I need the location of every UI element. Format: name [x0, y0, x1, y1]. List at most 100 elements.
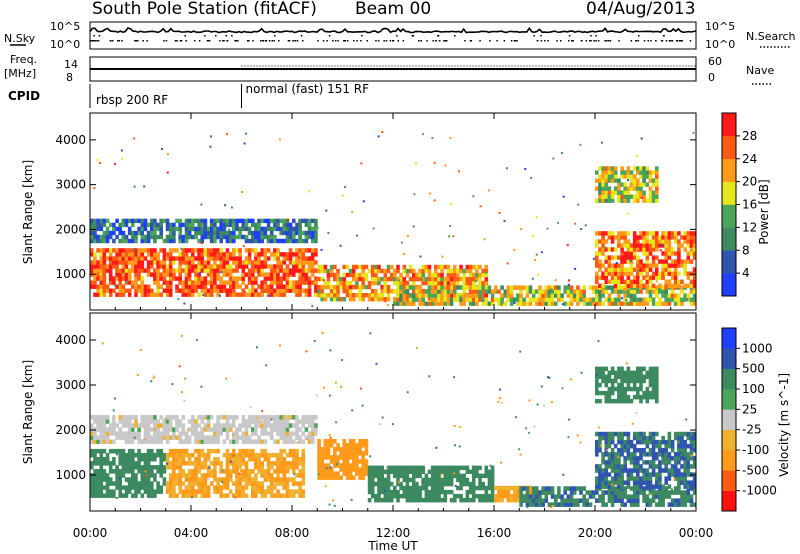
heatmap-cell — [146, 481, 151, 486]
heatmap-cell — [194, 272, 198, 277]
heatmap-cell — [96, 222, 100, 228]
heatmap-cell — [449, 469, 454, 474]
heatmap-cell — [377, 497, 381, 503]
scatter-echo — [605, 191, 608, 194]
heatmap-cell — [348, 289, 353, 294]
heatmap-cell — [90, 222, 94, 228]
heatmap-cell — [490, 481, 495, 487]
heatmap-cell — [172, 268, 176, 273]
heatmap-cell — [576, 301, 580, 306]
heatmap-cell — [219, 218, 223, 224]
heatmap-cell — [462, 293, 466, 298]
heatmap-cell — [276, 276, 280, 281]
heatmap-cell — [636, 259, 640, 264]
heatmap-cell — [225, 222, 230, 228]
heatmap-cell — [471, 276, 476, 282]
heatmap-cell — [269, 280, 274, 285]
scatter-echo — [537, 273, 540, 276]
heatmap-cell — [288, 222, 293, 228]
heatmap-cell — [187, 272, 192, 277]
heatmap-cell — [96, 415, 100, 420]
heatmap-cell — [402, 268, 407, 274]
heatmap-cell — [601, 435, 605, 441]
heatmap-cell — [386, 297, 391, 302]
heatmap-cell — [598, 480, 602, 485]
heatmap-cell — [484, 289, 489, 294]
heatmap-cell — [127, 465, 132, 470]
heatmap-cell — [140, 465, 145, 470]
heatmap-cell — [636, 390, 640, 396]
heatmap-cell — [670, 498, 675, 503]
heatmap-cell — [260, 481, 264, 486]
heatmap-cell — [610, 490, 615, 495]
heatmap-cell — [636, 263, 640, 268]
heatmap-cell — [358, 471, 362, 476]
heatmap-cell — [203, 252, 208, 257]
heatmap-cell — [235, 248, 239, 253]
heatmap-cell — [399, 301, 403, 306]
heatmap-cell — [453, 272, 457, 278]
heatmap-cell — [471, 264, 476, 270]
heatmap-cell — [367, 473, 372, 479]
scatter-echo — [406, 391, 409, 394]
heatmap-cell — [613, 235, 618, 240]
heatmap-cell — [475, 285, 479, 290]
heatmap-cell — [651, 498, 656, 503]
heatmap-cell — [105, 238, 110, 244]
heatmap-cell — [203, 230, 208, 236]
heatmap-cell — [232, 252, 236, 257]
scatter-echo — [550, 401, 553, 403]
scatter-echo — [143, 438, 146, 441]
heatmap-cell — [165, 481, 170, 486]
noise-search-dot — [234, 40, 237, 42]
heatmap-cell — [146, 238, 151, 244]
scatter-echo — [479, 205, 482, 208]
heatmap-cell — [610, 452, 615, 457]
heatmap-cell — [93, 489, 97, 494]
heatmap-cell — [497, 485, 501, 491]
heatmap-cell — [232, 260, 236, 265]
scatter-echo — [435, 446, 438, 449]
heatmap-cell — [655, 285, 659, 290]
heatmap-cell — [121, 248, 126, 253]
heatmap-cell — [437, 293, 441, 298]
heatmap-cell — [219, 415, 223, 420]
heatmap-cell — [285, 234, 290, 240]
heatmap-cell — [137, 427, 141, 432]
heatmap-cell — [456, 293, 460, 298]
heatmap-cell — [137, 465, 141, 470]
heatmap-cell — [557, 289, 561, 294]
heatmap-cell — [629, 456, 634, 461]
heatmap-cell — [99, 260, 104, 265]
heatmap-cell — [424, 280, 429, 286]
heatmap-cell — [232, 493, 236, 498]
heatmap-cell — [692, 247, 696, 252]
heatmap-cell — [396, 465, 400, 471]
scatter-echo — [679, 431, 682, 434]
heatmap-cell — [528, 489, 533, 495]
heatmap-cell — [547, 486, 552, 491]
heatmap-cell — [620, 174, 624, 179]
heatmap-cell — [604, 460, 609, 465]
heatmap-cell — [213, 222, 217, 228]
heatmap-cell — [405, 297, 410, 302]
heatmap-cell — [244, 234, 249, 240]
heatmap-cell — [677, 239, 681, 244]
heatmap-cell — [326, 280, 331, 286]
scatter-echo — [378, 423, 381, 426]
heatmap-cell — [462, 268, 466, 274]
heatmap-cell — [197, 238, 201, 244]
heatmap-cell — [610, 390, 615, 396]
scatter-echo — [120, 149, 123, 152]
heatmap-cell — [307, 234, 312, 240]
noise-search-dot — [121, 40, 123, 42]
heatmap-cell — [146, 268, 151, 273]
heatmap-cell — [323, 447, 328, 452]
heatmap-cell — [191, 284, 195, 289]
heatmap-cell — [636, 301, 640, 306]
heatmap-cell — [576, 502, 580, 507]
heatmap-cell — [257, 452, 261, 458]
scatter-echo — [375, 362, 378, 365]
heatmap-cell — [216, 427, 220, 432]
heatmap-cell — [228, 218, 233, 224]
